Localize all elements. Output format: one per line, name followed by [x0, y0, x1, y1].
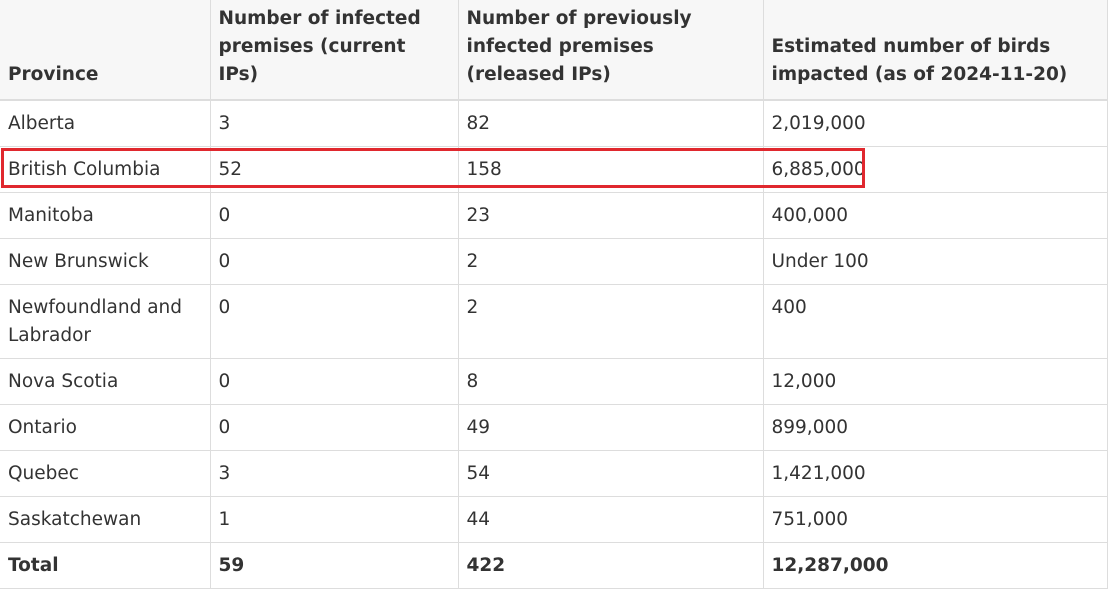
cell-current: 0 [209, 357, 459, 405]
cell-current: 0 [209, 283, 459, 359]
cell-released: 8 [457, 357, 764, 405]
table-row: Manitoba 0 23 400,000 [0, 191, 1108, 239]
cell-birds: 2,019,000 [762, 100, 1108, 147]
table-row: Alberta 3 82 2,019,000 [0, 100, 1108, 147]
cell-current: 3 [209, 100, 459, 147]
cell-province: British Columbia [0, 145, 211, 193]
header-released-ips: Number of previously infected premises (… [457, 0, 764, 101]
cell-birds: 6,885,000 [762, 145, 1108, 193]
cell-birds: 751,000 [762, 495, 1108, 543]
cell-province: New Brunswick [0, 237, 211, 285]
cell-released: 158 [457, 145, 764, 193]
cell-total-current: 59 [209, 541, 459, 589]
table-row: New Brunswick 0 2 Under 100 [0, 237, 1108, 285]
table-total-row: Total 59 422 12,287,000 [0, 541, 1108, 589]
cell-total-birds: 12,287,000 [762, 541, 1108, 589]
cell-birds: 400 [762, 283, 1108, 359]
header-province: Province [0, 0, 211, 101]
cell-released: 54 [457, 449, 764, 497]
table-row: Newfoundland and Labrador 0 2 400 [0, 283, 1108, 359]
cell-current: 1 [209, 495, 459, 543]
cell-province: Ontario [0, 403, 211, 451]
header-birds-impacted: Estimated number of birds impacted (as o… [762, 0, 1108, 101]
cell-total-released: 422 [457, 541, 764, 589]
cell-birds: 1,421,000 [762, 449, 1108, 497]
cell-province: Alberta [0, 100, 211, 147]
cell-birds: 899,000 [762, 403, 1108, 451]
table-row-highlighted: British Columbia 52 158 6,885,000 [0, 145, 1108, 193]
table-row: Ontario 0 49 899,000 [0, 403, 1108, 451]
cell-birds: 12,000 [762, 357, 1108, 405]
header-current-ips: Number of infected premises (current IPs… [209, 0, 459, 101]
cell-released: 49 [457, 403, 764, 451]
cell-current: 3 [209, 449, 459, 497]
cell-province: Manitoba [0, 191, 211, 239]
cell-total-label: Total [0, 541, 211, 589]
cell-current: 52 [209, 145, 459, 193]
cell-released: 2 [457, 283, 764, 359]
cell-current: 0 [209, 191, 459, 239]
cell-province: Nova Scotia [0, 357, 211, 405]
table-header-row: Province Number of infected premises (cu… [0, 0, 1108, 101]
table-row: Saskatchewan 1 44 751,000 [0, 495, 1108, 543]
table-row: Quebec 3 54 1,421,000 [0, 449, 1108, 497]
cell-released: 44 [457, 495, 764, 543]
cell-released: 82 [457, 100, 764, 147]
cell-birds: 400,000 [762, 191, 1108, 239]
cell-birds: Under 100 [762, 237, 1108, 285]
table-row: Nova Scotia 0 8 12,000 [0, 357, 1108, 405]
cell-released: 2 [457, 237, 764, 285]
cell-current: 0 [209, 403, 459, 451]
cell-province: Quebec [0, 449, 211, 497]
cell-province: Newfoundland and Labrador [0, 283, 211, 359]
cell-released: 23 [457, 191, 764, 239]
cell-province: Saskatchewan [0, 495, 211, 543]
cell-current: 0 [209, 237, 459, 285]
